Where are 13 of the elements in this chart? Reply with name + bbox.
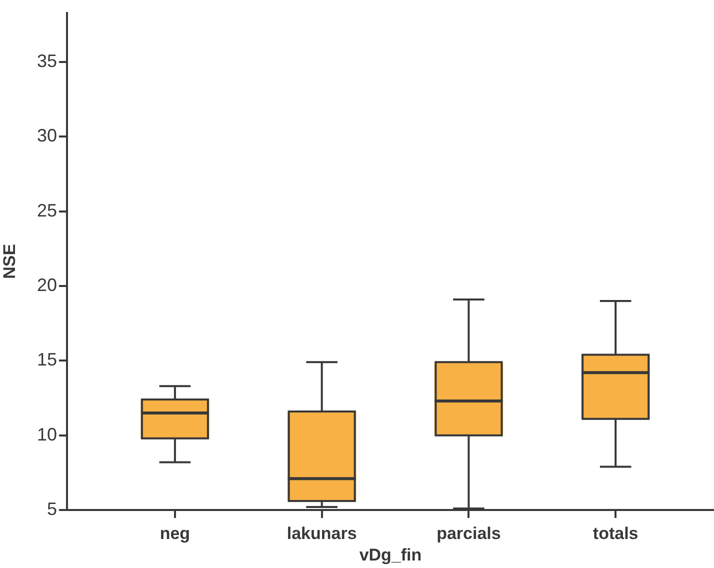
- x-tick-label: totals: [592, 524, 638, 543]
- x-axis-title: vDg_fin: [359, 545, 422, 564]
- x-tick-label: neg: [160, 524, 190, 543]
- y-tick-label: 5: [46, 498, 57, 519]
- y-tick-label: 25: [36, 200, 57, 220]
- y-tick-label: 20: [36, 275, 57, 296]
- x-tick-label: lakunars: [286, 524, 357, 543]
- y-tick-label: 35: [36, 51, 57, 72]
- y-tick-label: 30: [36, 126, 57, 146]
- x-tick-label: parcials: [436, 524, 501, 543]
- y-axis-title: NSE: [0, 244, 19, 279]
- y-tick-label: 10: [36, 424, 57, 444]
- y-tick-label: 15: [36, 350, 57, 370]
